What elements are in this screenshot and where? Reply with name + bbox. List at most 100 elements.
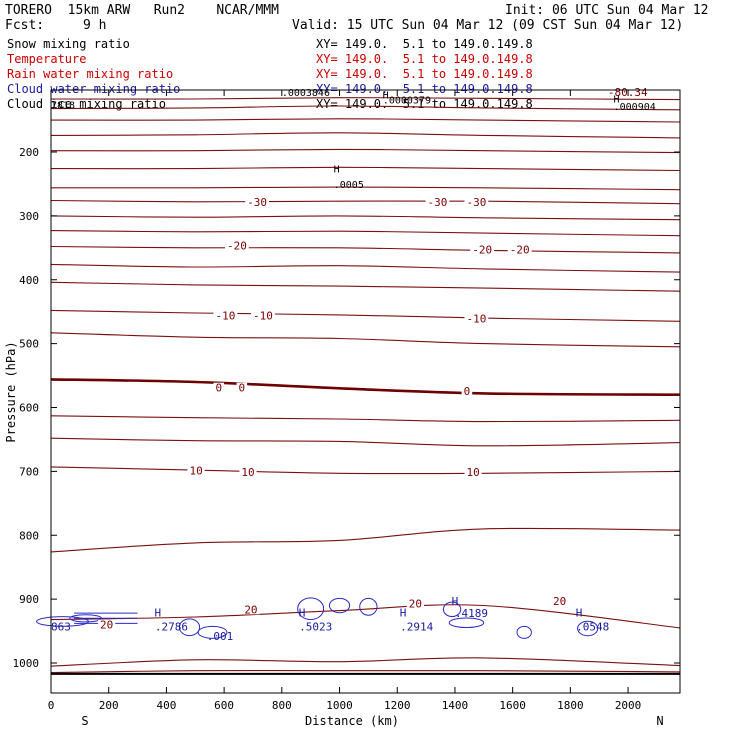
- y-tick-label: 900: [19, 593, 39, 606]
- forecast-hour: 9 h: [83, 18, 107, 33]
- contour-label: 20: [409, 598, 422, 611]
- max-marker-h: H: [154, 607, 161, 620]
- contour-label: -30: [247, 196, 267, 209]
- contour-label: -20: [472, 244, 492, 257]
- x-tick-label: 1000: [326, 699, 353, 712]
- x-axis-label: Distance (km): [305, 714, 399, 728]
- contour-label: -20: [227, 239, 247, 252]
- max-value-label: .2786: [155, 621, 188, 634]
- contour-label-bg: [225, 240, 249, 251]
- contour-label: -10: [466, 313, 486, 326]
- contour-label: 10: [466, 466, 479, 479]
- field-rain-xy: XY= 149.0. 5.1 to 149.0.149.8: [316, 67, 533, 81]
- temperature-contour-20: [50, 604, 681, 629]
- contour-label-bg: [242, 604, 260, 615]
- temperature-contour-low-3: [50, 669, 681, 674]
- max-value-label: 7818: [51, 101, 75, 112]
- temperature-contour-upper-3: [50, 118, 681, 123]
- cloud-water-contour: [516, 625, 532, 639]
- contour-label-bg: [213, 382, 225, 393]
- max-marker-h: H: [614, 94, 620, 105]
- cloud-water-contour: [448, 617, 485, 629]
- max-value-label: .2914: [400, 621, 433, 634]
- temperature-contour-0: [50, 378, 681, 396]
- contour-label-bg: [98, 619, 116, 630]
- plot-frame: [50, 89, 681, 694]
- max-marker-h: H: [334, 165, 340, 176]
- contour-label: 20: [553, 595, 566, 608]
- y-tick-label: 400: [19, 274, 39, 287]
- max-value-label: .0005: [334, 180, 364, 191]
- axes: 0 200 400 600 800 1000 1200 1400 1600 1800 2000200…: [4, 90, 680, 728]
- contour-label: -20: [510, 244, 530, 257]
- temperature-contour-mid-3: [50, 332, 681, 348]
- contour-label-bg: [464, 467, 482, 478]
- init-time: Init: 06 UTC Sun 04 Mar 12: [505, 3, 709, 18]
- x-tick-label: 1200: [384, 699, 411, 712]
- temperature-contour-mid-2: [50, 309, 681, 322]
- contour-label: -10: [215, 310, 235, 323]
- temperature-contour-upper-1: [50, 97, 681, 101]
- temperature-contour-upper-8: [50, 215, 681, 221]
- valid-time: Valid: 15 UTC Sun 04 Mar 12 (09 CST Sun …: [292, 18, 684, 33]
- field-temperature-xy: XY= 149.0. 5.1 to 149.0.149.8: [316, 52, 533, 66]
- max-value-label: .4189: [455, 607, 488, 620]
- temperature-contour-upper-9: [50, 230, 681, 237]
- contour-label: 20: [244, 603, 257, 616]
- field-snow-name: Snow mixing ratio: [7, 37, 130, 51]
- field-cloud-water-xy: XY= 149.0. 5.1 to 149.0.149.8: [316, 82, 533, 96]
- contour-label: 0: [464, 385, 471, 398]
- contour-label: 20: [100, 619, 113, 632]
- max-value-label: .001: [207, 630, 234, 643]
- contour-layer: [50, 97, 681, 675]
- x-tick-label: 2000: [615, 699, 642, 712]
- temperature-contour--30: [50, 199, 681, 205]
- max-value-label: .0548: [576, 621, 609, 634]
- field-cloud-water-name: Cloud water mixing ratio: [7, 82, 181, 96]
- temperature-contour-upper-2: [50, 105, 681, 111]
- contour-label: 10: [189, 465, 202, 478]
- max-marker-h: H: [576, 607, 583, 620]
- contour-label-bg: [236, 382, 248, 393]
- contour-label-bg: [406, 598, 424, 609]
- max-marker-h: H: [400, 607, 407, 620]
- cloud-water-contour: [178, 618, 201, 637]
- contour-label-bg: [464, 196, 489, 207]
- y-tick-label: 700: [19, 465, 39, 478]
- contour-label: 10: [241, 466, 254, 479]
- field-cloud-ice-name: Cloud ice mixing ratio: [7, 97, 166, 111]
- max-value-label: .0000379: [383, 96, 431, 107]
- x-tick-label: 200: [99, 699, 119, 712]
- cloud-water-contour: [577, 620, 599, 637]
- cloud-water-contour: [197, 625, 228, 639]
- temperature-contour-upper-4: [50, 132, 681, 139]
- cloud-water-contour: [297, 597, 325, 621]
- temperature-contour--10: [50, 281, 681, 292]
- contour-label-bg: [250, 310, 275, 321]
- x-tick-label: 1800: [557, 699, 584, 712]
- temperature-contour-upper-6: [50, 166, 681, 172]
- y-tick-label: 1000: [13, 657, 40, 670]
- y-axis-label: Pressure (hPa): [4, 341, 18, 442]
- temperature-contour-upper-5: [50, 148, 681, 154]
- contour-label: 0: [215, 382, 222, 395]
- model-title: TORERO 15km ARW Run2 NCAR/MMM: [5, 3, 279, 18]
- temperature-contour-mid-1: [50, 263, 681, 273]
- field-snow-xy: XY= 149.0. 5.1 to 149.0.149.8: [316, 37, 533, 51]
- contour-label-bg: [470, 244, 495, 255]
- contour-label-bg: [245, 196, 270, 207]
- temperature-contour-low-2: [50, 657, 681, 667]
- x-tick-label: 600: [214, 699, 234, 712]
- temperature-contour-mid-4: [50, 415, 681, 423]
- field-rain-name: Rain water mixing ratio: [7, 67, 174, 81]
- cloud-water-contour: [359, 597, 378, 616]
- cloud-water-contour: [442, 601, 462, 618]
- max-marker-h: H: [383, 91, 389, 102]
- contour-label: -10: [253, 310, 273, 323]
- label-layer: -30 -30 -30 -20 -20 -20 -10 -10 -10 0 0 0 10 10 10 20 20…: [51, 86, 656, 643]
- y-tick-label: 300: [19, 210, 39, 223]
- temperature-contour--20: [50, 245, 681, 254]
- x-tick-label: 400: [156, 699, 176, 712]
- field-temperature-name: Temperature: [7, 52, 87, 66]
